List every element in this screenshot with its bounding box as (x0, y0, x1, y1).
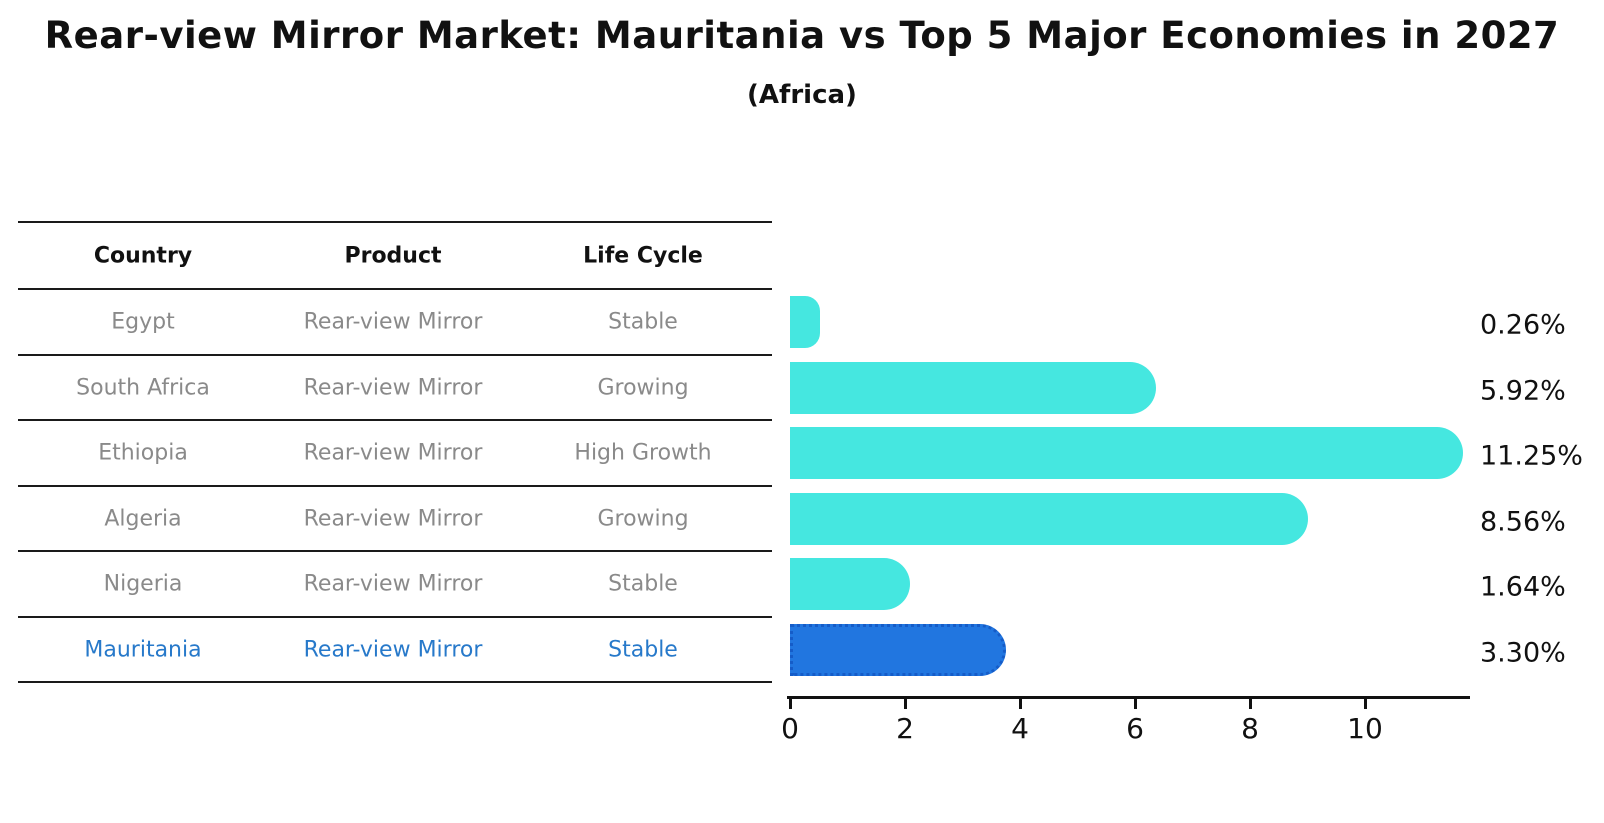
table-rule (18, 485, 772, 487)
chart-subtitle: (Africa) (747, 80, 857, 110)
table-cell-row1-col0: South Africa (76, 375, 210, 400)
table-header-life-cycle: Life Cycle (583, 243, 703, 268)
table-cell-row3-col2: Growing (597, 506, 689, 531)
x-axis-tick (904, 697, 907, 709)
table-cell-row1-col1: Rear-view Mirror (303, 375, 483, 400)
bar-value-label: 8.56% (1480, 506, 1566, 537)
table-rule (18, 354, 772, 356)
table-cell-row0-col2: Stable (608, 309, 678, 335)
x-axis-tick-label: 4 (1011, 712, 1029, 745)
table-cell-row3-col0: Algeria (104, 506, 182, 531)
bar-algeria (790, 492, 1309, 545)
table-rule (18, 616, 772, 618)
x-axis-tick (1019, 697, 1022, 709)
table-cell-row0-col0: Egypt (111, 309, 175, 335)
bar-value-label: 11.25% (1480, 440, 1583, 472)
x-axis-line (787, 696, 1470, 699)
table-rule (18, 419, 772, 421)
table-rule (18, 288, 772, 290)
table-cell-row4-col2: Stable (608, 571, 678, 597)
bar-ethiopia (790, 427, 1463, 479)
x-axis-tick (1134, 697, 1137, 709)
table-cell-row4-col1: Rear-view Mirror (303, 571, 483, 597)
x-axis-tick (1249, 697, 1252, 709)
table-header-product: Product (344, 243, 442, 268)
bar-mauritania (790, 623, 1006, 676)
x-axis-tick-label: 6 (1126, 712, 1144, 745)
table-header-country: Country (93, 243, 193, 268)
chart-title: Rear-view Mirror Market: Mauritania vs T… (44, 14, 1560, 57)
bar-value-label: 5.92% (1480, 375, 1566, 406)
table-cell-row2-col0: Ethiopia (98, 440, 188, 466)
table-cell-row4-col0: Nigeria (103, 571, 183, 597)
x-axis-tick-label: 2 (896, 712, 914, 745)
x-axis-tick (789, 697, 792, 709)
table-cell-row5-col2: Stable (608, 637, 678, 662)
x-axis-tick-label: 0 (781, 712, 799, 745)
table-cell-row3-col1: Rear-view Mirror (303, 506, 483, 531)
bar-egypt (790, 296, 820, 348)
table-cell-row1-col2: Growing (597, 375, 689, 400)
table-rule (18, 221, 772, 223)
bar-value-label: 3.30% (1480, 637, 1566, 668)
bar-value-label: 1.64% (1480, 571, 1566, 603)
table-cell-row5-col1: Rear-view Mirror (303, 637, 483, 662)
bar-south-africa (790, 361, 1157, 414)
x-axis-tick-label: 8 (1241, 712, 1259, 745)
bar-nigeria (790, 558, 911, 610)
table-rule (18, 681, 772, 683)
x-axis-tick-label: 10 (1347, 712, 1383, 745)
bar-value-label: 0.26% (1480, 309, 1566, 341)
table-cell-row2-col2: High Growth (574, 440, 712, 466)
table-cell-row2-col1: Rear-view Mirror (303, 440, 483, 466)
table-rule (18, 550, 772, 552)
table-cell-row0-col1: Rear-view Mirror (303, 309, 483, 335)
table-cell-row5-col0: Mauritania (84, 637, 202, 662)
x-axis-tick (1364, 697, 1367, 709)
